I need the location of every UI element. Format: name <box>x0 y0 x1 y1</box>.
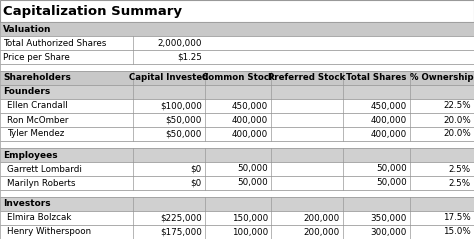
Text: 450,000: 450,000 <box>232 102 268 110</box>
Text: $0: $0 <box>191 179 202 188</box>
Text: Ellen Crandall: Ellen Crandall <box>7 102 68 110</box>
Text: 400,000: 400,000 <box>232 115 268 125</box>
Text: Employees: Employees <box>3 151 58 159</box>
Text: 20.0%: 20.0% <box>443 130 471 138</box>
Bar <box>0 162 474 176</box>
Bar <box>0 85 474 99</box>
Text: 2,000,000: 2,000,000 <box>157 38 202 48</box>
Text: 350,000: 350,000 <box>371 213 407 223</box>
Text: 50,000: 50,000 <box>237 179 268 188</box>
Bar <box>0 22 474 36</box>
Text: 2.5%: 2.5% <box>449 179 471 188</box>
Text: $175,000: $175,000 <box>160 228 202 237</box>
Text: 22.5%: 22.5% <box>443 102 471 110</box>
Text: Marilyn Roberts: Marilyn Roberts <box>7 179 75 188</box>
Text: 17.5%: 17.5% <box>443 213 471 223</box>
Bar <box>0 36 474 50</box>
Text: 400,000: 400,000 <box>371 130 407 138</box>
Text: Garrett Lombardi: Garrett Lombardi <box>7 164 82 174</box>
Text: 300,000: 300,000 <box>371 228 407 237</box>
Text: 150,000: 150,000 <box>232 213 268 223</box>
Text: Tyler Mendez: Tyler Mendez <box>7 130 64 138</box>
Text: Elmira Bolzcak: Elmira Bolzcak <box>7 213 72 223</box>
Text: Founders: Founders <box>3 87 50 97</box>
Text: $50,000: $50,000 <box>165 130 202 138</box>
Text: Valuation: Valuation <box>3 25 52 33</box>
Text: 450,000: 450,000 <box>371 102 407 110</box>
Text: Ron McOmber: Ron McOmber <box>7 115 69 125</box>
Bar <box>0 113 474 127</box>
Text: 20.0%: 20.0% <box>443 115 471 125</box>
Text: 50,000: 50,000 <box>237 164 268 174</box>
Bar <box>0 64 474 71</box>
Text: 15.0%: 15.0% <box>443 228 471 237</box>
Bar <box>0 176 474 190</box>
Bar <box>0 50 474 64</box>
Text: 200,000: 200,000 <box>304 213 340 223</box>
Text: 400,000: 400,000 <box>371 115 407 125</box>
Bar <box>0 0 474 22</box>
Text: 50,000: 50,000 <box>376 179 407 188</box>
Bar <box>0 127 474 141</box>
Bar <box>0 197 474 211</box>
Bar <box>0 190 474 197</box>
Text: Preferred Stock: Preferred Stock <box>268 74 346 82</box>
Text: $225,000: $225,000 <box>160 213 202 223</box>
Bar <box>0 211 474 225</box>
Text: Capital Invested: Capital Invested <box>129 74 209 82</box>
Text: $0: $0 <box>191 164 202 174</box>
Text: Henry Witherspoon: Henry Witherspoon <box>7 228 91 237</box>
Text: Shareholders: Shareholders <box>3 74 71 82</box>
Text: 50,000: 50,000 <box>376 164 407 174</box>
Text: $1.25: $1.25 <box>177 53 202 61</box>
Text: 100,000: 100,000 <box>232 228 268 237</box>
Text: Total Shares: Total Shares <box>346 74 407 82</box>
Bar <box>0 99 474 113</box>
Text: Common Stock: Common Stock <box>201 74 274 82</box>
Text: 200,000: 200,000 <box>304 228 340 237</box>
Text: 2.5%: 2.5% <box>449 164 471 174</box>
Bar <box>0 225 474 239</box>
Text: $50,000: $50,000 <box>165 115 202 125</box>
Bar <box>0 148 474 162</box>
Bar <box>0 141 474 148</box>
Text: 400,000: 400,000 <box>232 130 268 138</box>
Bar <box>0 71 474 85</box>
Text: Total Authorized Shares: Total Authorized Shares <box>3 38 106 48</box>
Text: Capitalization Summary: Capitalization Summary <box>3 5 182 17</box>
Text: Price per Share: Price per Share <box>3 53 70 61</box>
Text: % Ownership: % Ownership <box>410 74 474 82</box>
Text: $100,000: $100,000 <box>160 102 202 110</box>
Text: Investors: Investors <box>3 200 51 208</box>
